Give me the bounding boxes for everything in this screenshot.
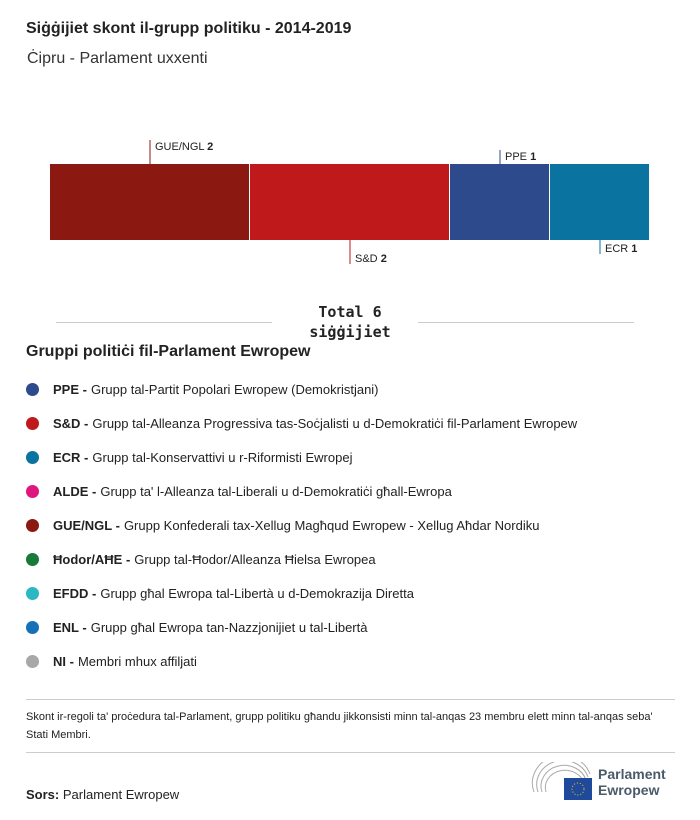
source-label: Sors:: [26, 787, 60, 802]
bar-ecr: [550, 164, 649, 240]
legend-item: ENL - Grupp għal Ewropa tan-Nazzjonijiet …: [26, 610, 577, 644]
data-label: S&D 2: [355, 253, 387, 265]
legend-title: Gruppi politiċi fil-Parlament Ewropew: [26, 343, 311, 360]
divider: [26, 752, 675, 753]
data-label: GUE/NGL 2: [155, 141, 213, 153]
legend-text: Grupp Konfederali tax-Xellug Magħqud Ewr…: [123, 517, 540, 533]
legend-text: Grupp għal Ewropa tal-Libertà u d-Demokr…: [100, 585, 414, 601]
source: Sors: Parlament Ewropew: [26, 787, 179, 802]
legend-text: Grupp tal-Partit Popolari Ewropew (Demok…: [90, 381, 379, 397]
bar-sd: [250, 164, 449, 240]
legend-abbr: Ħodor/AĦE -: [53, 551, 131, 567]
bar-guengl: [50, 164, 249, 240]
legend-dot-icon: [26, 620, 39, 634]
source-value: Parlament Ewropew: [62, 787, 180, 802]
legend-dot-icon: [26, 416, 39, 430]
legend-abbr: ALDE -: [53, 483, 97, 499]
legend-item: ALDE - Grupp ta' l-Alleanza tal-Liberali …: [26, 474, 577, 508]
parliament-hemicycle-icon: [531, 762, 592, 800]
legend-dot-icon: [26, 552, 39, 566]
legend-dot-icon: [26, 654, 39, 668]
chart-title: Siġġijiet skont il-grupp politiku - 2014…: [26, 20, 352, 37]
legend-dot-icon: [26, 484, 39, 498]
legend-text: Grupp ta' l-Alleanza tal-Liberali u d-De…: [100, 483, 452, 499]
divider: [418, 322, 634, 323]
legend-abbr: ECR -: [53, 449, 89, 465]
legend-item: PPE - Grupp tal-Partit Popolari Ewropew (…: [26, 372, 577, 406]
legend-text: Grupp tal-Alleanza Progressiva tas-Soċja…: [92, 415, 578, 431]
legend: PPE - Grupp tal-Partit Popolari Ewropew (…: [26, 372, 577, 678]
footnote: Skont ir-regoli ta' proċedura tal-Parlam…: [26, 711, 653, 741]
legend-text: Grupp għal Ewropa tan-Nazzjonijiet u tal…: [90, 619, 368, 635]
data-label: ECR 1: [605, 243, 637, 255]
bar-ppe: [450, 164, 549, 240]
logo-text: Parlament Ewropew: [598, 766, 666, 798]
legend-abbr: S&D -: [53, 415, 89, 431]
legend-dot-icon: [26, 382, 39, 396]
legend-abbr: EFDD -: [53, 585, 97, 601]
legend-dot-icon: [26, 586, 39, 600]
divider: [56, 322, 272, 323]
legend-item: GUE/NGL - Grupp Konfederali tax-Xellug Ma…: [26, 508, 577, 542]
legend-abbr: GUE/NGL -: [53, 517, 120, 533]
total-label: Total 6 siġġijiet: [309, 303, 391, 341]
legend-item: EFDD - Grupp għal Ewropa tal-Libertà u d-…: [26, 576, 577, 610]
legend-dot-icon: [26, 518, 39, 532]
chart-subtitle: Ċipru - Parlament uxxenti: [27, 50, 208, 67]
legend-abbr: NI -: [53, 653, 74, 669]
stacked-bar-chart: GUE/NGL 2 S&D 2 PPE 1 ECR 1: [50, 140, 649, 265]
legend-dot-icon: [26, 450, 39, 464]
legend-item: NI - Membri mhux affiljati: [26, 644, 577, 678]
legend-item: Ħodor/AĦE - Grupp tal-Ħodor/Alleanza Ħiel…: [26, 542, 577, 576]
legend-item: S&D - Grupp tal-Alleanza Progressiva tas-…: [26, 406, 577, 440]
divider: [26, 699, 675, 700]
data-label: PPE 1: [505, 151, 536, 163]
legend-abbr: ENL -: [53, 619, 87, 635]
legend-text: Membri mhux affiljati: [77, 653, 197, 669]
ep-logo: Parlament Ewropew: [530, 762, 678, 802]
legend-abbr: PPE -: [53, 381, 87, 397]
legend-text: Grupp tal-Ħodor/Alleanza Ħielsa Ewropea: [134, 551, 376, 567]
legend-item: ECR - Grupp tal-Konservattivi u r-Riformi…: [26, 440, 577, 474]
legend-text: Grupp tal-Konservattivi u r-Riformisti E…: [92, 449, 353, 465]
